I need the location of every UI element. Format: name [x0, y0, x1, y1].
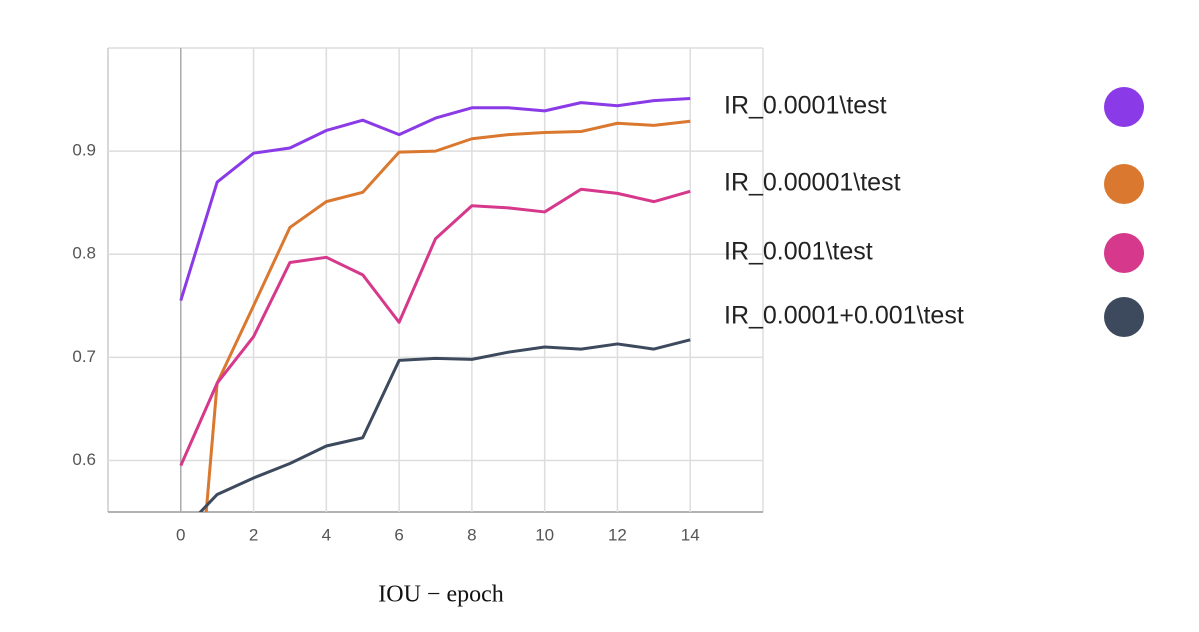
plot-area: [179, 97, 691, 512]
legend-swatch: [1104, 87, 1144, 127]
series-line: [204, 119, 691, 512]
x-axis-label: IOU − epoch: [378, 582, 504, 608]
x-tick-label: 6: [394, 525, 403, 544]
y-tick-label: 0.9: [72, 141, 96, 160]
legend-label: IR_0.0001+0.001\test: [724, 302, 964, 330]
x-tick-label: 12: [608, 525, 627, 544]
ticks: 0.6 0.7 0.8 0.9 0 2 4 6 8 10 12 14: [72, 141, 699, 545]
series-line: [179, 97, 691, 302]
y-tick-label: 0.6: [72, 450, 96, 469]
x-tick-label: 14: [681, 525, 700, 544]
x-tick-label: 4: [322, 525, 331, 544]
y-tick-label: 0.8: [72, 244, 96, 263]
legend-swatch: [1104, 164, 1144, 204]
series-line: [198, 338, 691, 512]
series-line: [179, 187, 691, 467]
y-tick-label: 0.7: [72, 347, 96, 366]
x-tick-label: 0: [176, 525, 185, 544]
legend: IR_0.0001\test IR_0.00001\test IR_0.001\te…: [724, 87, 1144, 337]
legend-label: IR_0.00001\test: [724, 169, 901, 197]
legend-label: IR_0.001\test: [724, 238, 873, 266]
x-tick-label: 10: [535, 525, 554, 544]
x-tick-label: 8: [467, 525, 476, 544]
legend-label: IR_0.0001\test: [724, 92, 887, 120]
legend-swatch: [1104, 297, 1144, 337]
x-tick-label: 2: [249, 525, 258, 544]
legend-swatch: [1104, 233, 1144, 273]
